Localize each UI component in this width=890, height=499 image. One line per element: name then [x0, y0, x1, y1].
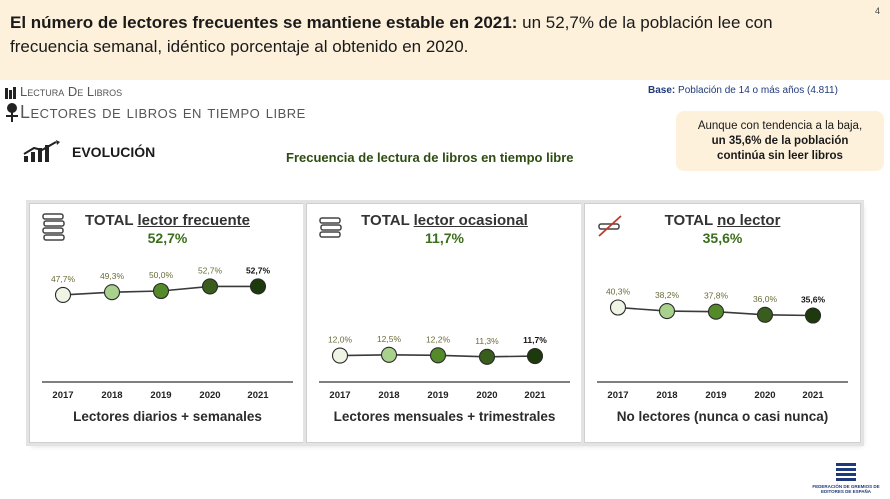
panel-title-underlined: lector frecuente — [137, 212, 251, 229]
panel-title-underlined: lector ocasional — [413, 212, 528, 229]
data-point — [478, 348, 496, 365]
headline-bold: El número de lectores frecuentes se mant… — [10, 13, 518, 32]
data-label: 52,7% — [198, 265, 223, 275]
x-tick-label: 2019 — [150, 390, 171, 401]
panel-lector-ocasional: TOTAL lector ocasional 11,7% 12,0% 2017 12… — [306, 203, 583, 443]
x-tick-label: 2019 — [427, 390, 448, 401]
section-line1: Lectura De Libros — [20, 84, 123, 99]
base-note: Base: Población de 14 o más años (4.811) — [648, 85, 838, 96]
data-point — [103, 284, 121, 301]
data-label: 50,0% — [149, 270, 174, 280]
data-label: 11,7% — [523, 335, 547, 345]
chart-title: Frecuencia de lectura de libros en tiemp… — [286, 150, 574, 165]
evolution-heading: EVOLUCIÓN — [22, 140, 155, 169]
x-tick-label: 2017 — [52, 390, 73, 401]
headline-text: El número de lectores frecuentes se mant… — [10, 11, 850, 59]
books-icon — [5, 87, 16, 99]
line-chart: 47,7% 2017 49,3% 2018 50,0% 2019 52,7% 2020 52,7… — [42, 265, 293, 401]
panel-title-prefix: TOTAL — [84, 212, 138, 229]
x-tick-label: 2021 — [524, 390, 546, 401]
panel-title: TOTAL lector ocasional — [307, 212, 582, 229]
data-label: 12,2% — [426, 334, 451, 344]
data-label: 12,5% — [377, 334, 402, 344]
federation-logo-icon — [836, 463, 856, 481]
panel-footer: Lectores mensuales + trimestrales — [333, 409, 556, 424]
data-point — [429, 347, 447, 364]
base-label: Base: — [648, 85, 676, 96]
x-tick-label: 2018 — [656, 390, 677, 401]
line-chart: 40,3% 2017 38,2% 2018 37,8% 2019 36,0% 2020 35,6… — [597, 287, 848, 401]
data-point — [331, 347, 349, 364]
data-label: 11,3% — [475, 336, 499, 346]
data-point — [54, 286, 72, 303]
panel-total: 52,7% — [147, 230, 188, 246]
data-label: 40,3% — [606, 287, 631, 297]
data-point — [526, 348, 544, 365]
panel-no-lector: TOTAL no lector 35,6% 40,3% 2017 38,2% 2018… — [584, 203, 861, 443]
data-label: 49,3% — [100, 271, 125, 281]
data-point — [609, 299, 627, 316]
x-tick-label: 2017 — [607, 390, 628, 401]
panel-title-prefix: TOTAL — [361, 212, 414, 229]
data-point — [201, 278, 219, 295]
x-tick-label: 2018 — [101, 390, 122, 401]
section-line2: Lectores de libros en tiempo libre — [20, 102, 306, 122]
panel-title: TOTAL no lector — [585, 212, 860, 229]
panel-title-prefix: TOTAL — [664, 212, 718, 229]
reader-tree-icon — [6, 103, 18, 122]
x-tick-label: 2021 — [802, 390, 824, 401]
data-label: 47,7% — [51, 274, 76, 284]
headline-rest: un 52,7% de la población lee con frecuen… — [10, 13, 773, 56]
x-tick-label: 2017 — [329, 390, 350, 401]
headline-banner: El número de lectores frecuentes se mant… — [0, 0, 890, 80]
data-label: 35,6% — [801, 295, 826, 305]
x-tick-label: 2018 — [378, 390, 399, 401]
crossed-book-icon — [598, 215, 622, 237]
data-point — [249, 278, 267, 295]
x-tick-label: 2020 — [754, 390, 775, 401]
note-bold2: continúa sin leer libros — [717, 150, 843, 162]
page-number: 4 — [874, 6, 880, 16]
logo-text: FEDERACIÓN DE GREMIOS DE EDITORES DE ESP… — [812, 484, 880, 494]
federation-logo: FEDERACIÓN DE GREMIOS DE EDITORES DE ESP… — [806, 462, 886, 496]
panel-total: 35,6% — [702, 230, 743, 246]
data-label: 12,0% — [328, 335, 353, 345]
evolution-label: EVOLUCIÓN — [72, 144, 156, 160]
data-label: 37,8% — [704, 291, 729, 301]
data-label: 52,7% — [246, 265, 271, 275]
trend-chart-icon — [23, 140, 60, 162]
x-tick-label: 2021 — [247, 390, 269, 401]
panel-footer: Lectores diarios + semanales — [73, 409, 262, 424]
callout-note: Aunque con tendencia a la baja, un 35,6%… — [676, 111, 884, 171]
book-stack-icon — [42, 213, 65, 241]
x-tick-label: 2020 — [476, 390, 497, 401]
panel-lector-frecuente: TOTAL lector frecuente 52,7% 47,7% 2017 49… — [29, 203, 306, 443]
panel-title: TOTAL lector frecuente — [30, 212, 305, 229]
data-label: 38,2% — [655, 290, 680, 300]
data-point — [380, 346, 398, 363]
book-stack-icon — [319, 217, 342, 238]
panel-footer: No lectores (nunca o casi nunca) — [616, 409, 829, 424]
data-label: 36,0% — [753, 294, 778, 304]
x-tick-label: 2019 — [705, 390, 726, 401]
base-text: Población de 14 o más años (4.811) — [675, 85, 838, 96]
x-tick-label: 2020 — [199, 390, 220, 401]
data-point — [804, 307, 822, 324]
panel-title-underlined: no lector — [717, 212, 781, 229]
line-chart: 12,0% 2017 12,5% 2018 12,2% 2019 11,3% 2020 11,7… — [319, 334, 570, 401]
data-point — [756, 306, 774, 323]
data-point — [152, 282, 170, 300]
panel-total: 11,7% — [425, 230, 464, 246]
data-point — [658, 303, 676, 320]
note-bold1: un 35,6% de la población — [711, 135, 849, 147]
note-line1: Aunque con tendencia a la baja, — [697, 120, 863, 132]
data-point — [707, 303, 725, 320]
